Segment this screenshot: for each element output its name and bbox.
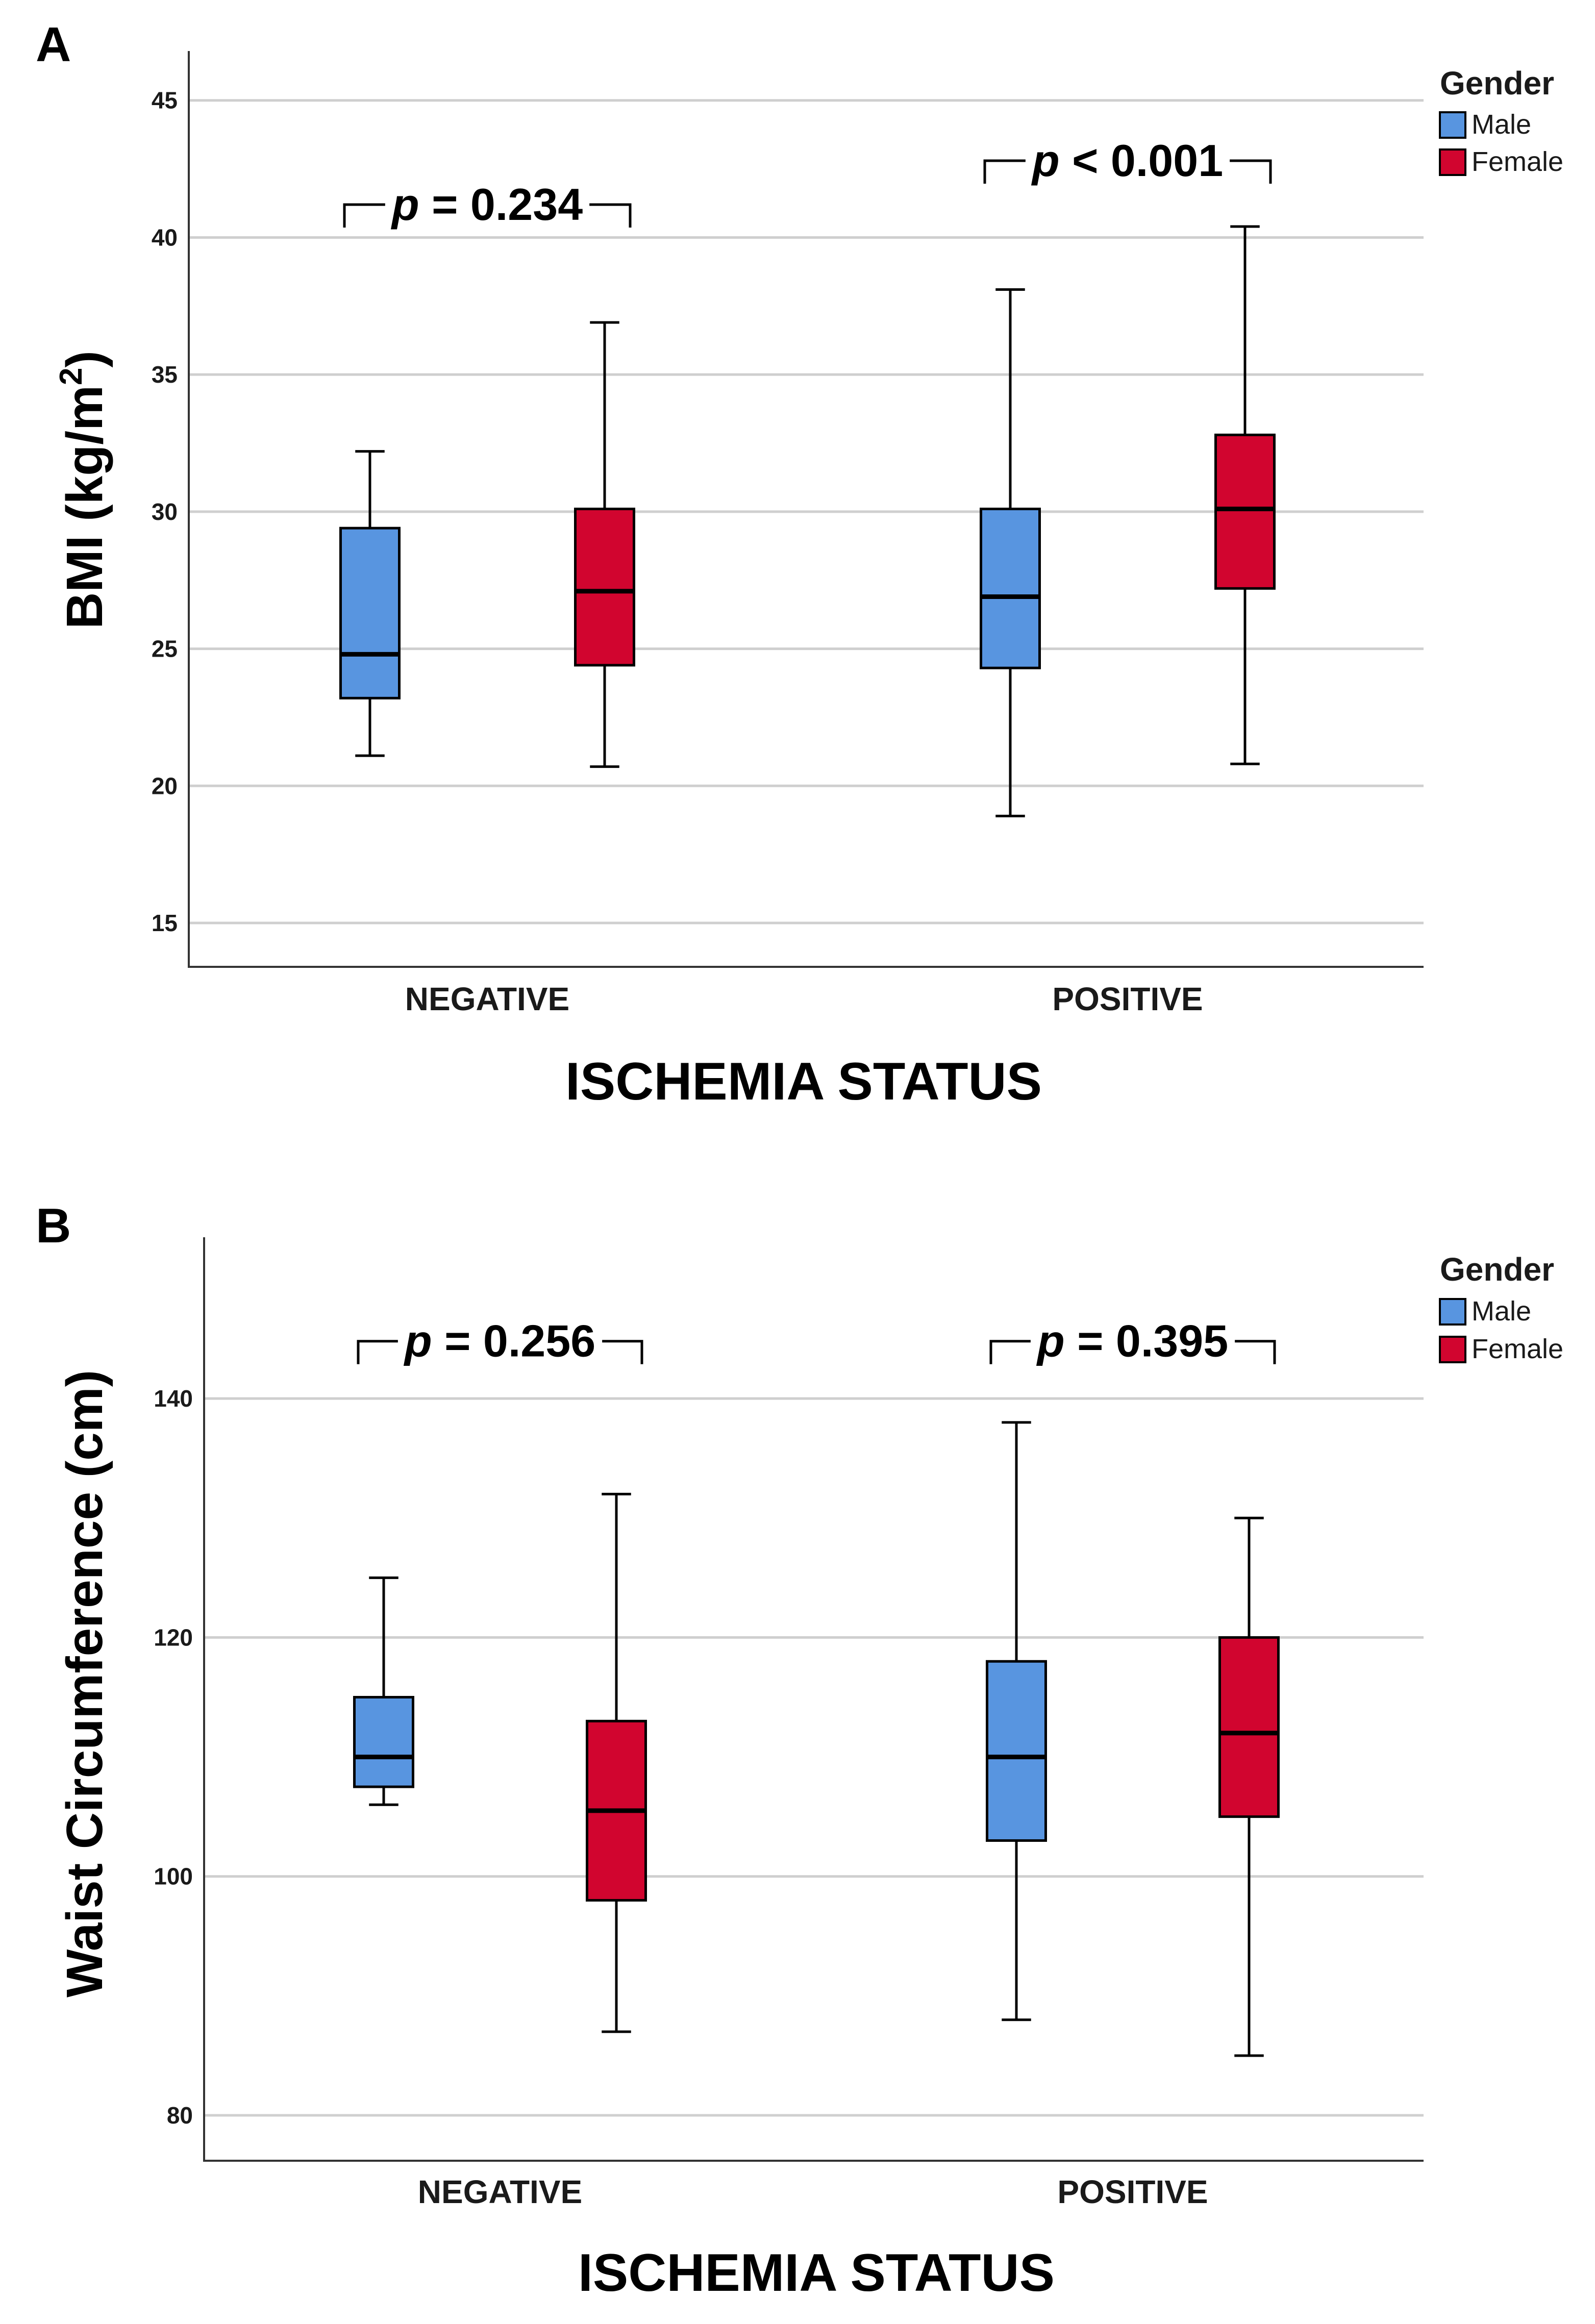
y-tick-label: 30 bbox=[152, 498, 178, 525]
y-tick-label: 15 bbox=[152, 910, 178, 936]
legend-label-male: Male bbox=[1472, 1296, 1531, 1327]
bracket-left bbox=[357, 1340, 398, 1364]
bracket-left bbox=[983, 159, 1026, 184]
p-value-label: p = 0.256 bbox=[404, 1316, 595, 1366]
legend-label-female: Female bbox=[1472, 146, 1563, 177]
p-variable: p bbox=[1036, 1316, 1065, 1366]
bracket-right bbox=[602, 1340, 643, 1364]
x-axis-title: ISCHEMIA STATUS bbox=[578, 2243, 1055, 2303]
y-axis-title: Waist Circumference (cm) bbox=[56, 1370, 113, 1997]
legend-swatch-male bbox=[1439, 111, 1466, 139]
y-tick-label: 40 bbox=[152, 224, 178, 251]
legend-title: Gender bbox=[1440, 65, 1554, 102]
y-axis-title-superscript: 2 bbox=[54, 368, 89, 385]
y-axis-title-main: BMI (kg/m bbox=[56, 385, 113, 629]
panel-letter: A bbox=[36, 17, 71, 72]
p-value-annotation: p = 0.234 bbox=[343, 179, 632, 230]
p-variable: p bbox=[391, 179, 419, 230]
p-value-label: p = 0.234 bbox=[391, 179, 583, 230]
y-tick-label: 140 bbox=[154, 1385, 193, 1412]
legend: Gender Male Female bbox=[1439, 1251, 1563, 1364]
chart-panel-a: A 15 20 25 30 35 40 45 NEGATIVE POSITIVE p = 0.234… bbox=[36, 17, 1563, 1111]
p-value-annotation: p < 0.001 bbox=[983, 135, 1272, 186]
iqr-box bbox=[980, 508, 1041, 669]
boxplot-male-negative bbox=[353, 1576, 414, 1806]
p-value-annotation: p = 0.256 bbox=[357, 1316, 643, 1366]
boxplot-female-positive bbox=[1218, 1516, 1280, 2057]
p-value-label: p < 0.001 bbox=[1031, 135, 1223, 186]
x-axis-title: ISCHEMIA STATUS bbox=[565, 1052, 1042, 1111]
y-axis-title-end: ) bbox=[56, 351, 113, 367]
iqr-box bbox=[574, 508, 635, 667]
bracket-right bbox=[1235, 1340, 1276, 1364]
iqr-box bbox=[1214, 433, 1276, 590]
x-tick-label: NEGATIVE bbox=[405, 981, 569, 1017]
p-value-annotation: p = 0.395 bbox=[989, 1316, 1276, 1366]
y-axis-title-main: Waist Circumference (cm) bbox=[56, 1370, 113, 1997]
panel-letter: B bbox=[36, 1198, 71, 1253]
x-tick-label: NEGATIVE bbox=[418, 2173, 582, 2210]
boxplot-female-positive bbox=[1214, 225, 1276, 765]
y-tick-label: 25 bbox=[152, 636, 178, 662]
p-value-text: = 0.395 bbox=[1065, 1316, 1229, 1366]
legend-label-female: Female bbox=[1472, 1334, 1563, 1364]
boxplot-male-positive bbox=[980, 288, 1041, 817]
iqr-box bbox=[353, 1695, 414, 1788]
bracket-left bbox=[343, 203, 385, 228]
bracket-left bbox=[989, 1340, 1031, 1364]
axis-lines bbox=[203, 1237, 1424, 2162]
legend-title: Gender bbox=[1440, 1251, 1554, 1288]
iqr-box bbox=[1218, 1636, 1280, 1818]
p-value-text: = 0.256 bbox=[432, 1316, 596, 1366]
y-tick-label: 35 bbox=[152, 361, 178, 388]
boxplot-male-positive bbox=[986, 1421, 1047, 2021]
p-variable: p bbox=[1031, 135, 1060, 186]
y-axis-title: BMI (kg/m2) bbox=[54, 351, 113, 629]
iqr-box bbox=[986, 1660, 1047, 1842]
y-tick-label: 80 bbox=[167, 2102, 193, 2129]
x-tick-label: POSITIVE bbox=[1052, 981, 1203, 1017]
legend-swatch-female bbox=[1439, 148, 1466, 176]
p-value-text: < 0.001 bbox=[1060, 135, 1224, 186]
p-variable: p bbox=[404, 1316, 432, 1366]
p-value-label: p = 0.395 bbox=[1036, 1316, 1228, 1366]
bracket-right bbox=[589, 203, 632, 228]
axis-lines bbox=[188, 51, 1424, 968]
y-tick-label: 20 bbox=[152, 772, 178, 799]
boxplot-female-negative bbox=[574, 321, 635, 768]
boxplot-male-negative bbox=[339, 450, 401, 757]
iqr-box bbox=[339, 527, 401, 699]
y-tick-label: 100 bbox=[154, 1863, 193, 1890]
legend-swatch-male bbox=[1439, 1298, 1466, 1326]
x-tick-label: POSITIVE bbox=[1057, 2173, 1208, 2210]
bracket-right bbox=[1230, 159, 1272, 184]
legend-label-male: Male bbox=[1472, 109, 1531, 140]
boxplot-female-negative bbox=[586, 1492, 647, 2033]
y-tick-label: 45 bbox=[152, 87, 178, 114]
legend: Gender Male Female bbox=[1439, 65, 1563, 177]
p-value-text: = 0.234 bbox=[419, 179, 583, 230]
y-tick-label: 120 bbox=[154, 1624, 193, 1651]
legend-swatch-female bbox=[1439, 1336, 1466, 1363]
